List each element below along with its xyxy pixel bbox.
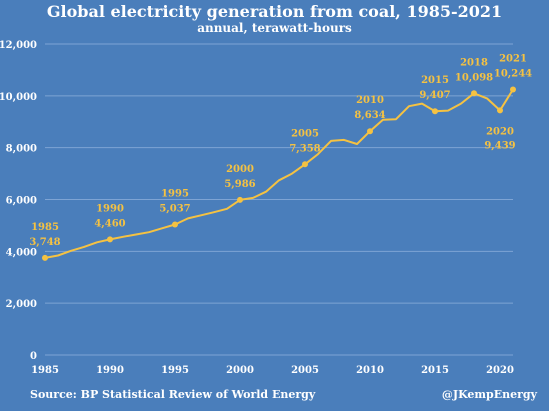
data-label-value: 9,407	[419, 90, 450, 101]
data-label-value: 10,244	[494, 69, 532, 80]
data-point-marker	[432, 108, 438, 115]
chart-title: Global electricity generation from coal,…	[46, 2, 503, 21]
y-tick-label: 12,000	[0, 40, 37, 51]
data-label-year: 2010	[356, 95, 384, 106]
y-tick-label: 10,000	[0, 92, 37, 103]
data-label-year: 2005	[291, 128, 319, 139]
data-label-year: 2020	[486, 126, 514, 137]
data-label-value: 5,037	[159, 203, 190, 214]
author-credit: @JKempEnergy	[441, 388, 537, 401]
series-line	[44, 88, 514, 259]
data-point-marker	[237, 196, 243, 203]
data-point-marker	[497, 107, 503, 114]
data-point-marker	[510, 86, 516, 93]
data-label-value: 10,098	[455, 72, 493, 83]
x-tick-label: 2000	[226, 365, 254, 376]
data-label-year: 2015	[421, 75, 449, 86]
chart-subtitle: annual, terawatt-hours	[197, 21, 352, 35]
data-label-year: 1985	[31, 222, 59, 233]
data-point-marker	[471, 90, 477, 97]
data-label-value: 9,439	[484, 140, 515, 151]
data-point-marker	[107, 236, 113, 243]
y-tick-label: 0	[30, 351, 37, 362]
data-label-year: 2018	[460, 57, 488, 68]
data-label-year: 2000	[226, 164, 254, 175]
data-label-value: 3,748	[29, 237, 60, 248]
source-note: Source: BP Statistical Review of World E…	[30, 388, 316, 401]
data-label-value: 8,634	[354, 110, 385, 121]
data-label-value: 5,986	[224, 179, 255, 190]
data-point-marker	[367, 128, 373, 135]
data-label-year: 2021	[499, 54, 527, 65]
x-tick-label: 1985	[31, 365, 59, 376]
y-tick-label: 6,000	[6, 196, 37, 207]
x-tick-label: 1995	[161, 365, 189, 376]
data-label-value: 7,358	[289, 143, 320, 154]
x-tick-label: 1990	[96, 365, 124, 376]
y-tick-label: 8,000	[6, 144, 37, 155]
x-tick-label: 2010	[356, 365, 384, 376]
y-tick-label: 2,000	[6, 299, 37, 310]
data-point-marker	[302, 161, 308, 168]
data-label-value: 4,460	[94, 218, 125, 229]
data-point-marker	[42, 254, 48, 261]
data-label-year: 1995	[161, 188, 189, 199]
x-tick-label: 2005	[291, 365, 319, 376]
y-tick-label: 4,000	[6, 247, 37, 258]
x-tick-label: 2020	[486, 365, 514, 376]
data-point-marker	[172, 221, 178, 228]
x-tick-label: 2015	[421, 365, 449, 376]
data-label-year: 1990	[96, 203, 124, 214]
